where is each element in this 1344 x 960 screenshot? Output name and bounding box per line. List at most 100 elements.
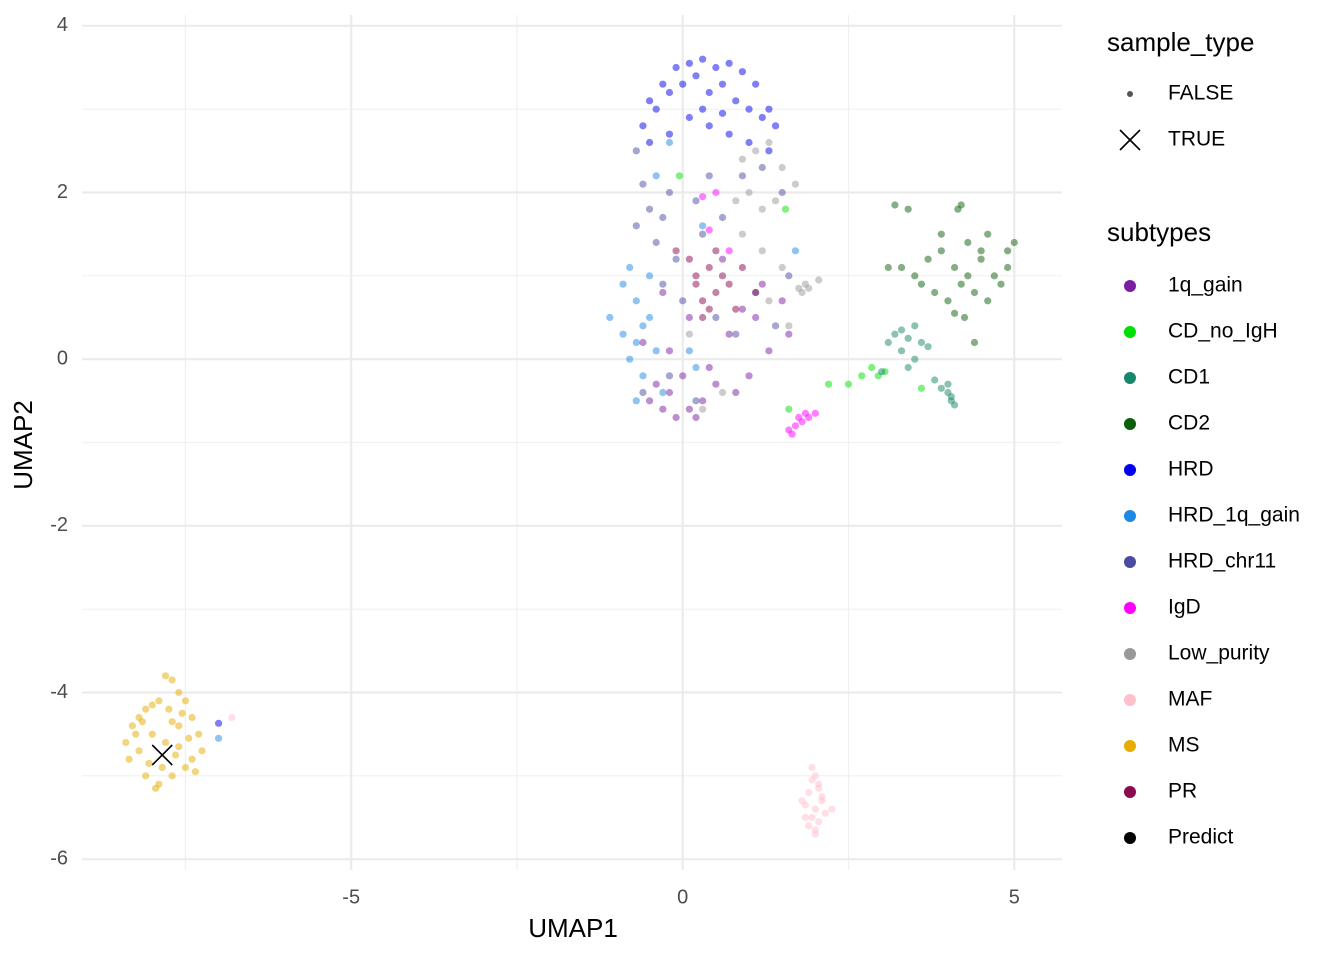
data-point	[937, 230, 945, 238]
data-point	[645, 97, 654, 105]
data-point	[652, 172, 660, 180]
data-point	[188, 713, 196, 722]
data-point	[771, 197, 780, 205]
data-point	[891, 201, 899, 209]
data-point	[168, 676, 176, 684]
data-point	[960, 313, 969, 322]
data-point	[145, 759, 153, 767]
legend-label: TRUE	[1168, 128, 1225, 151]
data-point	[705, 226, 713, 234]
data-point	[745, 105, 753, 113]
data-point	[950, 401, 959, 409]
data-point	[732, 305, 740, 313]
data-point	[639, 180, 647, 188]
legend-label: MS	[1168, 734, 1200, 757]
data-point	[821, 809, 829, 817]
data-point	[632, 338, 640, 347]
data-point	[732, 330, 740, 338]
data-point	[692, 197, 700, 205]
data-point	[904, 363, 912, 372]
data-point	[685, 255, 693, 263]
data-point	[752, 288, 760, 297]
data-point	[171, 751, 180, 759]
data-point	[805, 788, 813, 797]
data-point	[765, 297, 773, 305]
data-point	[732, 197, 740, 205]
data-point	[818, 793, 826, 801]
data-point	[659, 388, 667, 397]
data-point	[788, 430, 796, 438]
data-point	[917, 384, 926, 392]
data-point	[785, 330, 793, 338]
points	[122, 55, 1018, 838]
ticks: -5 0 5 4 2 0 -2 -4 -6	[50, 14, 1020, 908]
data-point	[128, 722, 136, 730]
data-point	[825, 380, 833, 388]
legend-swatch	[1124, 280, 1136, 292]
data-point	[181, 763, 190, 772]
legend-swatch	[1124, 694, 1136, 706]
legend-label: PR	[1168, 780, 1197, 803]
data-point	[758, 247, 766, 255]
data-point	[632, 147, 640, 155]
data-point	[970, 338, 979, 347]
data-point	[175, 688, 183, 697]
data-point	[652, 380, 660, 388]
data-point	[950, 263, 959, 272]
data-point	[692, 363, 700, 372]
data-point	[705, 305, 713, 313]
data-point	[659, 280, 667, 288]
data-point	[151, 744, 173, 766]
data-point	[142, 772, 150, 780]
data-point	[891, 330, 899, 338]
data-point	[606, 313, 614, 322]
data-point	[672, 255, 680, 263]
data-point	[917, 338, 926, 347]
data-point	[138, 718, 146, 726]
legend-swatch	[1124, 418, 1136, 430]
data-point	[692, 72, 700, 80]
data-point	[778, 163, 786, 172]
data-point	[924, 343, 932, 351]
data-point	[828, 805, 836, 813]
data-point	[665, 138, 674, 147]
data-point	[712, 63, 720, 72]
data-point	[944, 297, 952, 305]
data-point	[699, 313, 707, 322]
data-point	[692, 397, 700, 405]
y-tick-label: 0	[57, 347, 68, 369]
data-point	[132, 730, 140, 738]
data-point	[135, 747, 143, 755]
data-point	[685, 59, 693, 67]
data-point	[811, 409, 819, 417]
data-point	[672, 247, 680, 255]
legend-swatch	[1124, 372, 1136, 384]
data-point	[645, 397, 654, 405]
data-point	[718, 109, 727, 117]
data-point	[665, 188, 674, 197]
data-point	[815, 818, 823, 826]
data-point	[712, 380, 720, 388]
data-point	[685, 330, 693, 338]
legend-swatch	[1124, 464, 1136, 476]
data-point	[652, 347, 660, 355]
data-point	[699, 397, 707, 405]
data-point	[699, 193, 707, 201]
data-point	[897, 326, 906, 334]
data-point	[645, 313, 654, 322]
data-point	[699, 230, 707, 238]
data-point	[155, 697, 163, 705]
data-point	[148, 701, 156, 709]
data-point	[778, 188, 786, 197]
data-point	[198, 747, 206, 755]
data-point	[725, 130, 733, 138]
data-point	[626, 355, 634, 363]
legend-swatch	[1124, 740, 1136, 752]
data-point	[984, 230, 992, 238]
data-point	[884, 338, 892, 347]
data-point	[712, 288, 720, 297]
data-point	[798, 797, 806, 805]
data-point	[645, 272, 654, 280]
data-point	[705, 122, 713, 130]
